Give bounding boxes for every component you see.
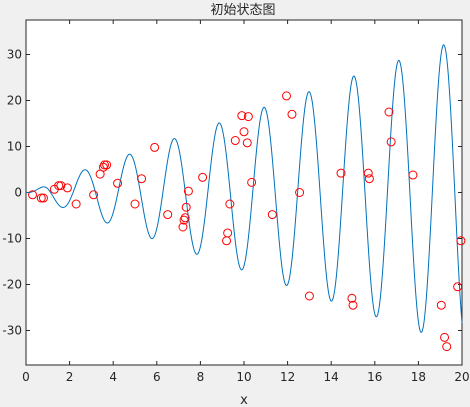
chart-title: 初始状态图 xyxy=(210,3,275,18)
y-tick-label: 30 xyxy=(7,48,22,62)
x-tick-label: 2 xyxy=(66,370,74,384)
series-line xyxy=(25,44,463,333)
data-point-marker xyxy=(137,174,147,184)
data-point-marker xyxy=(62,183,72,193)
data-point-marker xyxy=(130,199,140,209)
data-point-marker xyxy=(243,112,253,122)
y-tick-label: 10 xyxy=(7,140,22,154)
data-point-marker xyxy=(163,210,173,220)
y-tick-label: -30 xyxy=(2,324,22,338)
x-tick-label: 12 xyxy=(280,370,295,384)
data-point-marker xyxy=(384,107,394,117)
data-point-marker xyxy=(71,199,81,209)
data-point-marker xyxy=(198,172,208,182)
data-point-marker xyxy=(242,138,252,148)
data-point-marker xyxy=(239,127,249,137)
x-tick-label: 4 xyxy=(109,370,117,384)
line-layer xyxy=(25,44,463,333)
data-point-marker xyxy=(295,188,305,197)
data-point-marker xyxy=(54,181,64,191)
data-point-marker xyxy=(237,111,247,121)
data-point-marker xyxy=(56,181,66,191)
y-tick-label: -20 xyxy=(2,278,22,292)
data-point-marker xyxy=(282,91,292,101)
x-tick-label: 20 xyxy=(454,370,469,384)
data-point-marker xyxy=(247,177,257,187)
y-tick-label: 0 xyxy=(14,186,22,200)
data-point-marker xyxy=(453,282,463,292)
x-tick-label: 18 xyxy=(411,370,426,384)
data-point-marker xyxy=(287,109,297,119)
x-tick-label: 6 xyxy=(153,370,161,384)
data-point-marker xyxy=(223,228,233,238)
data-point-marker xyxy=(408,170,418,180)
plot-area xyxy=(25,19,463,366)
data-point-marker xyxy=(225,199,235,209)
data-point-marker xyxy=(102,160,112,170)
data-point-marker xyxy=(336,168,346,178)
x-axis-title: x xyxy=(240,393,248,407)
data-point-marker xyxy=(183,186,193,196)
data-point-marker xyxy=(89,190,99,200)
data-point-marker xyxy=(363,168,373,178)
data-point-marker xyxy=(386,137,396,147)
data-point-marker xyxy=(181,202,191,212)
data-point-marker xyxy=(28,190,38,200)
y-tick-label: 20 xyxy=(7,94,22,108)
ticks-layer: 0 2 4 6 8 10 12 14 16 18 20 -30 -20 -10 0 10 20 30 xyxy=(2,20,470,384)
data-point-marker xyxy=(180,213,190,223)
data-point-marker xyxy=(267,210,277,220)
data-point-marker xyxy=(150,142,160,152)
data-point-marker xyxy=(348,300,358,310)
data-point-marker xyxy=(36,193,46,203)
x-tick-label: 10 xyxy=(236,370,251,384)
data-point-marker xyxy=(442,342,452,352)
data-point-marker xyxy=(440,332,450,342)
data-point-marker xyxy=(38,193,48,203)
data-point-marker xyxy=(113,178,123,188)
y-tick-label: -10 xyxy=(2,232,22,246)
data-point-marker xyxy=(456,236,466,246)
x-tick-label: 0 xyxy=(22,370,30,384)
data-point-marker xyxy=(436,300,446,310)
data-point-marker xyxy=(178,222,188,232)
x-tick-label: 8 xyxy=(197,370,205,384)
data-point-marker xyxy=(364,174,374,184)
marker-layer xyxy=(28,91,466,352)
data-point-marker xyxy=(230,136,240,146)
data-point-marker xyxy=(99,160,109,170)
data-point-marker xyxy=(304,291,314,301)
x-tick-label: 14 xyxy=(324,370,339,384)
data-point-marker xyxy=(347,293,357,303)
x-tick-label: 16 xyxy=(367,370,382,384)
